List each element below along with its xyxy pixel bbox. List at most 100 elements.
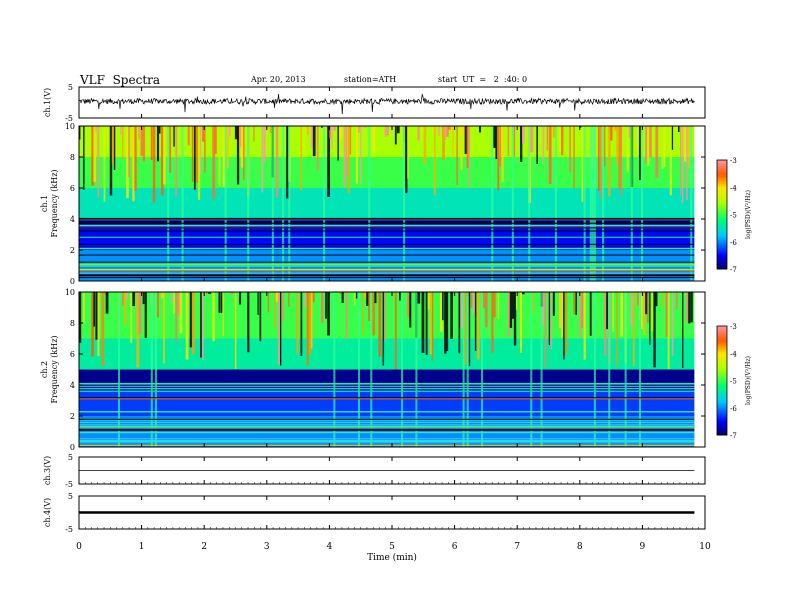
colorbar-segment xyxy=(717,336,727,340)
band-3 xyxy=(79,188,695,219)
streak xyxy=(306,126,310,135)
colorbar-segment xyxy=(717,425,727,429)
streak xyxy=(247,292,250,353)
streak xyxy=(450,292,453,339)
colorbar-segment xyxy=(717,416,727,420)
streak xyxy=(202,292,204,361)
band-1 xyxy=(79,226,695,250)
x-tick-label: 7 xyxy=(514,542,520,552)
streak xyxy=(321,126,323,128)
spike-column xyxy=(167,126,170,281)
colorbar-segment xyxy=(717,391,727,394)
spectral-line xyxy=(79,243,695,245)
streak xyxy=(608,126,611,197)
spectral-line xyxy=(79,270,695,272)
streak xyxy=(620,292,623,337)
streak xyxy=(509,292,513,328)
streak xyxy=(501,126,504,182)
colorbar-segment xyxy=(717,170,727,174)
streak xyxy=(267,292,270,313)
streak xyxy=(675,126,679,131)
streak xyxy=(655,292,658,307)
streak xyxy=(138,292,142,335)
colorbar-segment xyxy=(717,373,727,376)
colorbar-segment xyxy=(717,176,727,179)
streak xyxy=(552,292,555,316)
streak xyxy=(97,292,100,356)
spike-column xyxy=(401,292,404,447)
streak xyxy=(386,126,389,136)
streak xyxy=(628,126,631,138)
streak xyxy=(548,292,551,346)
colorbar-segment xyxy=(717,163,727,166)
colorbar-segment xyxy=(717,356,727,360)
spectral-line xyxy=(79,227,695,229)
colorbar-segment xyxy=(717,405,727,409)
y-tick-label: 6 xyxy=(70,184,75,193)
streak xyxy=(688,292,691,324)
y-axis-label: ch.3(V) xyxy=(43,456,52,485)
streak xyxy=(440,292,443,332)
streak xyxy=(191,292,195,355)
y-tick-label: 0 xyxy=(70,277,75,286)
date-label: Apr. 20, 2013 xyxy=(251,75,306,84)
spectral-line xyxy=(79,264,695,266)
colorbar-segment xyxy=(717,371,727,374)
colorbar-segment xyxy=(717,221,727,225)
streak xyxy=(263,126,266,162)
streak xyxy=(341,292,344,303)
y-tick-label: -5 xyxy=(65,525,73,534)
streak xyxy=(478,126,481,133)
spectral-line xyxy=(79,248,695,250)
streak xyxy=(329,126,331,139)
streak xyxy=(296,292,299,354)
streak xyxy=(288,292,290,307)
spike-column xyxy=(466,292,469,447)
streak xyxy=(431,292,434,361)
spectral-line xyxy=(79,222,695,224)
streak xyxy=(466,126,469,168)
colorbar-segment xyxy=(717,331,727,334)
streak xyxy=(407,126,409,179)
streak xyxy=(460,126,463,170)
streak xyxy=(179,292,183,334)
colorbar-segment xyxy=(717,427,727,431)
streak xyxy=(530,126,534,153)
y-axis-label: ch.1(V) xyxy=(43,88,52,117)
x-tick-label: 6 xyxy=(452,542,458,552)
streak xyxy=(573,292,575,315)
streak xyxy=(446,126,449,137)
streak xyxy=(456,126,458,185)
streak xyxy=(97,126,100,198)
streak xyxy=(600,126,602,199)
streak xyxy=(651,292,654,332)
x-tick-label: 0 xyxy=(76,542,82,552)
streak xyxy=(464,292,467,365)
streak xyxy=(396,126,400,134)
streak xyxy=(507,126,510,157)
spectral-line xyxy=(79,277,695,279)
streak xyxy=(280,292,282,366)
colorbar-segment xyxy=(717,409,727,412)
streak xyxy=(128,126,130,178)
colorbar-segment xyxy=(717,433,727,436)
streak xyxy=(230,126,233,148)
spike-column xyxy=(368,126,371,281)
colorbar-frame xyxy=(716,159,728,270)
streak xyxy=(470,292,473,308)
streak xyxy=(520,292,522,353)
streak xyxy=(236,126,240,185)
streak xyxy=(243,126,245,180)
streak xyxy=(542,126,545,162)
spectral-line xyxy=(79,444,695,446)
streak xyxy=(353,292,356,305)
streak xyxy=(684,126,687,162)
streak xyxy=(645,292,648,315)
x-tick-label: 4 xyxy=(327,542,333,552)
streak xyxy=(384,126,387,137)
streak xyxy=(677,126,680,132)
streak xyxy=(300,126,302,191)
streak xyxy=(579,126,582,128)
colorbar-segment xyxy=(717,393,727,396)
streak xyxy=(649,126,652,158)
